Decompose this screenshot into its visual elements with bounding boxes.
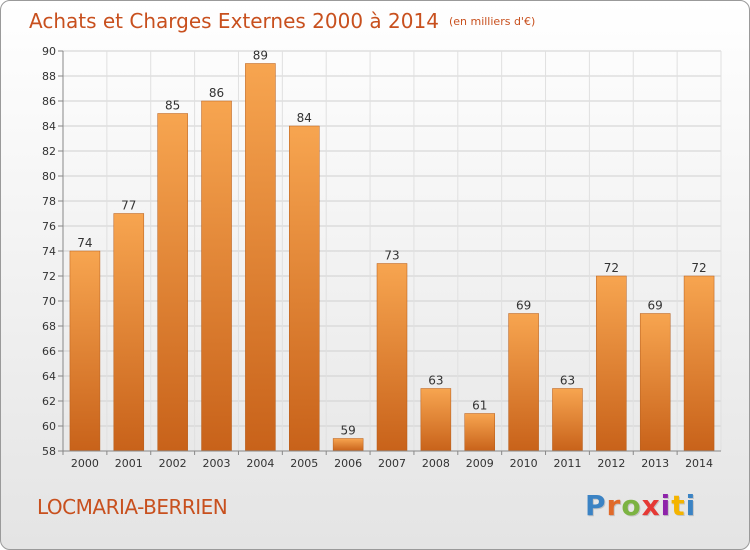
bar-2006 [332, 438, 364, 452]
y-tick-label: 66 [42, 345, 56, 358]
y-tick-label: 68 [42, 320, 56, 333]
x-tick-label: 2006 [334, 457, 362, 470]
logo-letter: i [685, 489, 697, 522]
data-label: 85 [165, 99, 180, 113]
data-label: 61 [472, 399, 487, 413]
y-tick-label: 90 [42, 45, 56, 58]
data-label: 63 [428, 374, 443, 388]
y-tick-label: 76 [42, 220, 56, 233]
logo-letter: t [671, 489, 686, 522]
data-label: 72 [604, 261, 619, 275]
bar-2000 [69, 250, 101, 452]
bar-2010 [508, 313, 539, 452]
proxiti-logo: Proxiti [585, 489, 696, 522]
bars [69, 63, 715, 452]
bar-2004 [245, 63, 276, 452]
x-tick-label: 2010 [510, 457, 538, 470]
data-label: 77 [121, 199, 136, 213]
data-label: 69 [648, 299, 663, 313]
data-label: 84 [297, 111, 312, 125]
x-tick-label: 2001 [115, 457, 143, 470]
x-tick-label: 2009 [466, 457, 494, 470]
axes: 58 60 62 64 66 68 70 72 74 76 78 80 82 84 86 88 90 2000 20… [42, 45, 721, 470]
data-label: 63 [560, 374, 575, 388]
bar-2013 [639, 313, 671, 452]
x-tick-label: 2012 [597, 457, 625, 470]
bar-2007 [376, 263, 408, 452]
y-tick-label: 72 [42, 270, 56, 283]
data-label: 59 [340, 424, 355, 438]
y-tick-label: 74 [42, 245, 56, 258]
bar-2001 [113, 213, 145, 452]
x-tick-label: 2003 [203, 457, 231, 470]
y-tick-label: 86 [42, 95, 56, 108]
bar-2011 [552, 388, 583, 452]
x-tick-label: 2011 [553, 457, 581, 470]
data-label: 73 [384, 249, 399, 263]
y-tick-label: 88 [42, 70, 56, 83]
data-label: 74 [77, 236, 92, 250]
commune-name: LOCMARIA-BERRIEN [37, 495, 228, 519]
logo-letter: r [606, 489, 622, 522]
x-tick-label: 2013 [641, 457, 669, 470]
data-label: 69 [516, 299, 531, 313]
logo-letter: i [660, 489, 672, 522]
bar-2014 [683, 275, 715, 452]
chart-unit: (en milliers d'€) [448, 15, 536, 28]
y-tick-label: 60 [42, 420, 56, 433]
logo-letter: x [641, 489, 661, 522]
bar-2009 [464, 413, 495, 452]
data-label: 72 [691, 261, 706, 275]
data-label: 89 [253, 49, 268, 63]
x-tick-label: 2004 [246, 457, 274, 470]
bar-2012 [596, 275, 627, 452]
x-tick-label: 2007 [378, 457, 406, 470]
x-tick-label: 2008 [422, 457, 450, 470]
y-tick-label: 80 [42, 170, 56, 183]
x-tick-label: 2014 [685, 457, 713, 470]
bar-2002 [157, 113, 188, 452]
y-tick-label: 64 [42, 370, 56, 383]
data-labels: 74 77 85 86 89 84 59 73 63 61 69 63 72 69 72 [77, 49, 706, 438]
bar-2003 [201, 100, 232, 452]
logo-letter: P [585, 489, 607, 522]
y-tick-label: 78 [42, 195, 56, 208]
y-tick-label: 70 [42, 295, 56, 308]
chart-title-text: Achats et Charges Externes 2000 à 2014 [29, 9, 439, 33]
chart-title: Achats et Charges Externes 2000 à 2014 (e… [29, 6, 535, 36]
y-tick-label: 84 [42, 120, 56, 133]
x-tick-label: 2005 [290, 457, 318, 470]
y-tick-label: 58 [42, 445, 56, 458]
x-tick-label: 2000 [71, 457, 99, 470]
x-tick-label: 2002 [159, 457, 187, 470]
y-tick-label: 82 [42, 145, 56, 158]
logo-letter: o [621, 489, 642, 522]
bar-2005 [289, 125, 320, 452]
bar-2008 [420, 388, 452, 452]
data-label: 86 [209, 86, 224, 100]
y-tick-label: 62 [42, 395, 56, 408]
